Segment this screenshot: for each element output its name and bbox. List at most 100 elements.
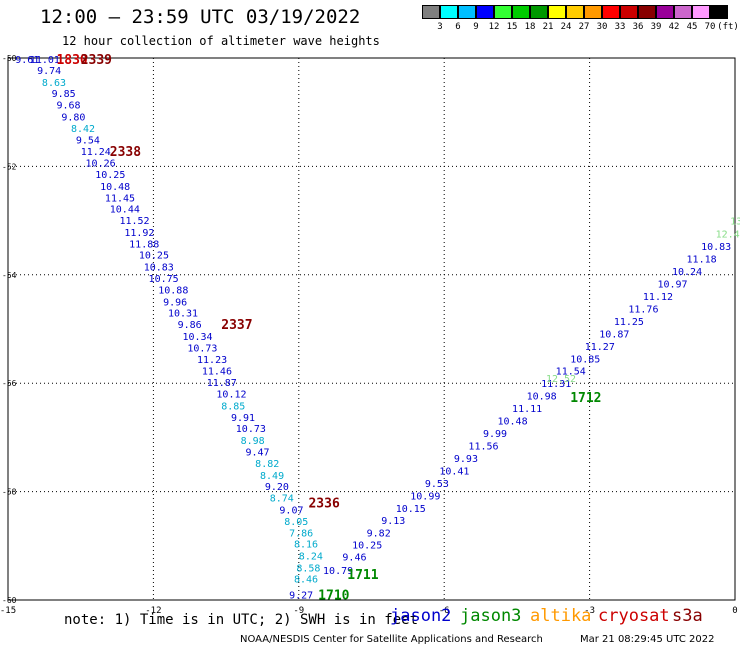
colorbar-tick-label: 33 [614,22,626,32]
colorbar-swatch [566,5,584,19]
credit-text: NOAA/NESDIS Center for Satellite Applica… [240,634,543,645]
swh-label: 11.46 [202,367,232,378]
colorbar-tick-label: 12 [488,22,500,32]
colorbar-tick-label: 21 [542,22,554,32]
colorbar-swatch [584,5,602,19]
swh-label: 10.25 [139,251,169,262]
swh-label: 8.74 [270,494,294,505]
colorbar-tick-label: 30 [596,22,608,32]
swh-label: 11.25 [614,317,644,328]
swh-label: 10.99 [410,491,440,502]
swh-label: 10.75 [149,274,179,285]
colorbar-tick-label: 39 [650,22,662,32]
y-tick-label: -56 [2,379,17,388]
colorbar-tick-label: 6 [455,22,461,32]
swh-label: 11.88 [129,239,159,250]
swh-label: 7.86 [289,528,313,539]
colorbar-swatch [530,5,548,19]
swh-label: 10.25 [352,541,382,552]
swh-label: 11.31 [541,379,571,390]
swh-label: 8.42 [71,124,95,135]
colorbar-tick-label: 15 [506,22,518,32]
colorbar-tick-label: 18 [524,22,536,32]
colorbar-swatch [620,5,638,19]
swh-label: 9.74 [37,66,61,77]
swh-label: 13 [730,217,740,228]
colorbar-swatch [656,5,674,19]
legend-entry-cryosat: cryosat [598,606,670,626]
map-frame [7,57,736,601]
colorbar-swatch [476,5,494,19]
legend-entry-s3a: s3a [672,606,703,626]
swh-label: 10.26 [86,159,116,170]
swh-label: 10.48 [100,182,130,193]
swh-label: 9.93 [454,454,478,465]
swh-label: 9.82 [367,528,391,539]
swh-label: 9.91 [231,413,255,424]
colorbar-tick-label: 70 [704,22,716,32]
swh-label: 10.88 [158,285,188,296]
x-tick-label: 0 [732,606,737,616]
swh-label: 10.87 [599,329,629,340]
pass-time-label: 1710 [318,589,349,604]
swh-label: 9.13 [381,516,405,527]
swh-label: 9.07 [279,505,303,516]
x-tick-label: -12 [145,606,161,616]
pass-time-label: 2338 [110,145,141,160]
colorbar-swatch [710,5,728,19]
swh-label: 11.76 [628,304,658,315]
swh-label: 11.52 [119,216,149,227]
swh-label: 8.63 [42,78,66,89]
swh-label: 9.80 [61,113,85,124]
colorbar-tick-label: 36 [632,22,644,32]
swh-label: 8.16 [294,540,318,551]
swh-label: 12.52 [546,374,576,385]
legend-entry-altika: altika [530,606,592,626]
swh-label: 9.61 [15,55,39,66]
swh-label: 9.86 [178,320,202,331]
swh-label: 11.24 [81,147,111,158]
legend-entry-jason2: jason2 [390,606,452,626]
legend-entry-jason3: jason3 [460,606,522,626]
swh-label: 10.83 [701,242,731,253]
swh-label: 9.99 [483,429,507,440]
swh-label: 10.73 [236,424,266,435]
swh-label: 11.92 [124,228,154,239]
swh-label: 11.11 [512,404,542,415]
swh-label: 10.85 [570,354,600,365]
swh-label: 11.18 [687,255,717,266]
swh-label: 9.68 [56,101,80,112]
map-title: 12:00 — 23:59 UTC 03/19/2022 [40,6,361,28]
x-tick-label: -15 [0,606,16,616]
map-subtitle: 12 hour collection of altimeter wave hei… [62,34,380,48]
pass-time-label: 1830 [56,53,87,68]
swh-label: 10.44 [110,205,140,216]
swh-label: 10.79 [323,566,353,577]
y-tick-label: -58 [2,488,17,497]
colorbar-swatch [458,5,476,19]
swh-label: 10.98 [527,392,557,403]
swh-label: 10.34 [182,332,212,343]
swh-label: 11.87 [207,378,237,389]
colorbar-swatch [638,5,656,19]
colorbar-tick-label: (ft) [717,22,739,32]
swh-label: 8.82 [255,459,279,470]
swh-label: 9.53 [425,479,449,490]
colorbar-tick-label: 3 [437,22,443,32]
y-tick-label: -60 [2,596,17,605]
swh-label: 9.20 [265,482,289,493]
swh-label: 8.46 [294,574,318,585]
timestamp-text: Mar 21 08:29:45 UTC 2022 [580,634,715,645]
swh-label: 10.31 [168,309,198,320]
colorbar-tick-label: 24 [560,22,572,32]
swh-label: 11.54 [556,367,586,378]
swh-label: 8.05 [284,517,308,528]
swh-label: 11.56 [468,442,498,453]
x-tick-label: -9 [293,606,304,616]
swh-label: 8.85 [221,401,245,412]
swh-label: 11.27 [585,342,615,353]
swh-label: 9.27 [289,591,313,602]
swh-label: 10.12 [216,389,246,400]
